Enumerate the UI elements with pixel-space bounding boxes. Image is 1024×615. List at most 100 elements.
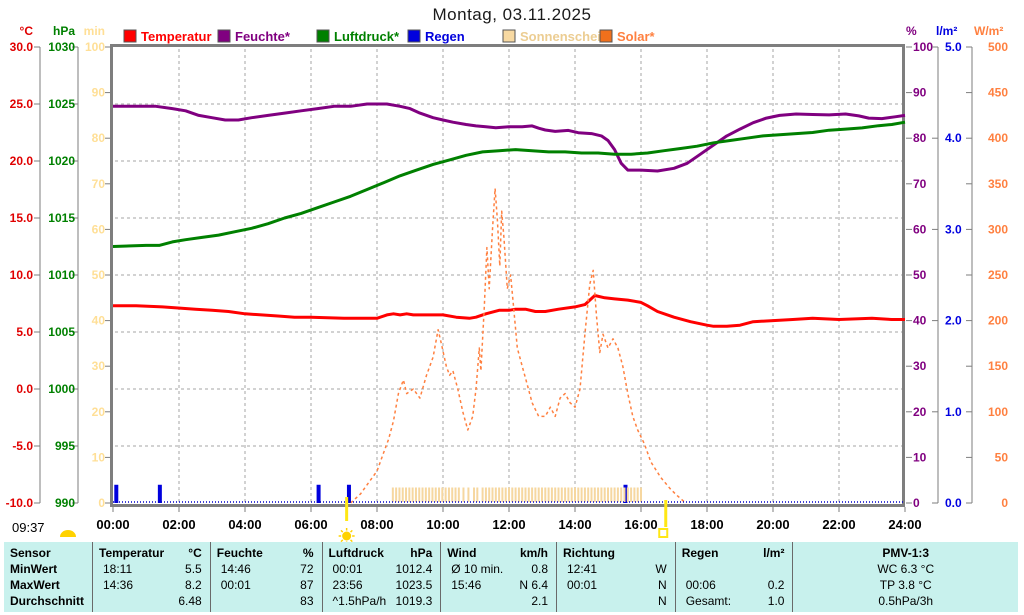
pressure-tick-label: 1015 [48, 211, 75, 225]
stats-cell-row: Ø 10 min. 0.8 [441, 561, 556, 577]
stat-time [563, 593, 567, 609]
stats-cell-row: 00:01 N [557, 577, 675, 593]
time-tick-label: 16:00 [624, 517, 657, 532]
stats-group-regen: Regen l/m² 00:06 0.2 Gesamt: 1.0 [674, 542, 793, 612]
time-tick-label: 04:00 [228, 517, 261, 532]
legend-swatch-regen [407, 29, 421, 43]
legend-swatch-solar [599, 29, 613, 43]
stats-row-header: Durchschnitt [4, 593, 92, 609]
stats-group-name: PMV-1:3 [882, 546, 930, 560]
solar-tick-label: 350 [988, 177, 1008, 191]
humidity-tick-label: 10 [913, 450, 927, 464]
stats-row-header: Sensor [4, 545, 92, 561]
stats-cell-row: N [557, 593, 675, 609]
stat-value: 0.2 [767, 578, 785, 592]
stats-cell-row: 14:36 8.2 [93, 577, 210, 593]
stat-time [99, 593, 103, 609]
stat-value: 5.5 [185, 562, 202, 576]
chart-title: Montag, 03.11.2025 [432, 5, 592, 24]
legend-label: Solar* [617, 29, 656, 44]
stats-cell-row: 83 [211, 593, 322, 609]
stat-time: 00:01 [332, 562, 363, 576]
solar-tick-label: 500 [988, 40, 1008, 54]
stats-cell-row: TP 3.8 °C [793, 577, 1018, 593]
stats-group-name: Luftdruck [328, 546, 384, 560]
stats-cell-row: ^1.5hPa/h 1019.3 [323, 593, 441, 609]
stats-table: Sensor MinWert MaxWert Durchschnitt Temperat… [4, 542, 1018, 612]
rain-tick-label: 5.0 [945, 40, 962, 54]
solar-axis-unit: W/m² [974, 24, 1003, 38]
legend: Temperatur Feuchte* Luftdruck* Regen Sonnens… [123, 29, 656, 44]
sunrise-sun-icon [338, 528, 355, 544]
temp-tick-label: 0.0 [16, 382, 33, 396]
time-tick-label: 24:00 [888, 517, 921, 532]
pressure-tick-label: 1030 [48, 40, 75, 54]
stat-time: ^1.5hPa/h [332, 594, 387, 608]
stats-group-unit: km/h [519, 546, 548, 560]
stats-cell-row: 00:01 87 [211, 577, 322, 593]
temp-tick-label: -10.0 [6, 496, 34, 510]
temp-tick-label: -5.0 [12, 439, 33, 453]
stat-time: 14:46 [220, 562, 251, 576]
pressure-tick-label: 990 [55, 496, 75, 510]
humidity-tick-label: 20 [913, 405, 927, 419]
series-feuchte [113, 102, 906, 173]
stat-time: 14:36 [103, 578, 134, 592]
stats-cell-row: Gesamt: 1.0 [676, 593, 793, 609]
rain-tick-label: 2.0 [945, 314, 962, 328]
stat-value: 1.0 [767, 594, 785, 608]
humidity-tick-label: 80 [913, 131, 927, 145]
stats-group-header: Luftdruck hPa [323, 545, 441, 561]
series-solar [350, 187, 687, 504]
stat-time [447, 593, 451, 609]
stats-group-header: Regen l/m² [676, 545, 793, 561]
stats-cell-row: 00:01 1012.4 [323, 561, 441, 577]
stat-time: 12:41 [567, 562, 598, 576]
time-tick-label: 22:00 [822, 517, 855, 532]
stats-group-wind: Wind km/h Ø 10 min. 0.8 15:46 N 6.4 2.1 [440, 542, 556, 612]
stat-time: Gesamt: [685, 594, 732, 608]
humidity-tick-label: 100 [913, 40, 933, 54]
humidity-tick-label: 90 [913, 86, 927, 100]
time-tick-label: 08:00 [360, 517, 393, 532]
temp-tick-label: 20.0 [10, 154, 34, 168]
temp-tick-label: 5.0 [16, 325, 33, 339]
stats-cell-row [676, 561, 793, 577]
stat-value: 1012.4 [395, 562, 433, 576]
stat-value: 8.2 [185, 578, 202, 592]
stat-time: 00:06 [685, 578, 716, 592]
legend-swatch-sonnenschein [502, 29, 516, 43]
humidity-tick-label: 0 [913, 496, 920, 510]
stats-group-unit: hPa [410, 546, 433, 560]
stat-value: 2.1 [531, 594, 548, 608]
stats-row-headers: Sensor MinWert MaxWert Durchschnitt [4, 542, 92, 612]
stat-time: 23:56 [332, 578, 363, 592]
stats-group-feuchte: Feuchte% 14:46 72 00:01 87 83 [209, 542, 322, 612]
stat-value: 0.8 [531, 562, 548, 576]
sun-tick-label: 80 [92, 131, 106, 145]
legend-swatch-luftdruck [316, 29, 330, 43]
gridlines [115, 49, 903, 503]
day-length-sun-icon [60, 530, 76, 537]
stats-group-header: Richtung [557, 545, 675, 561]
stats-group-unit: °C [188, 546, 202, 560]
stats-group-name: Wind [447, 546, 477, 560]
legend-label: Feuchte* [235, 29, 291, 44]
rain-tick-label: 1.0 [945, 405, 962, 419]
stat-time: 18:11 [103, 562, 133, 576]
sun-tick-label: 0 [98, 496, 105, 510]
series-sonnenschein [391, 487, 642, 502]
sunset-square-icon [658, 528, 669, 538]
solar-tick-label: 150 [988, 359, 1008, 373]
stat-time [682, 561, 686, 577]
stat-time: Ø 10 min. [451, 562, 504, 576]
rain-tick-label: 4.0 [945, 131, 962, 145]
legend-label: Temperatur [141, 29, 212, 44]
humidity-tick-label: 30 [913, 359, 927, 373]
stats-group-header: Wind km/h [441, 545, 556, 561]
stats-row-header-label: Sensor [10, 546, 51, 560]
sun-tick-label: 70 [92, 177, 106, 191]
legend-swatch-temperatur [123, 29, 137, 43]
legend-swatch-feuchte [217, 29, 231, 43]
